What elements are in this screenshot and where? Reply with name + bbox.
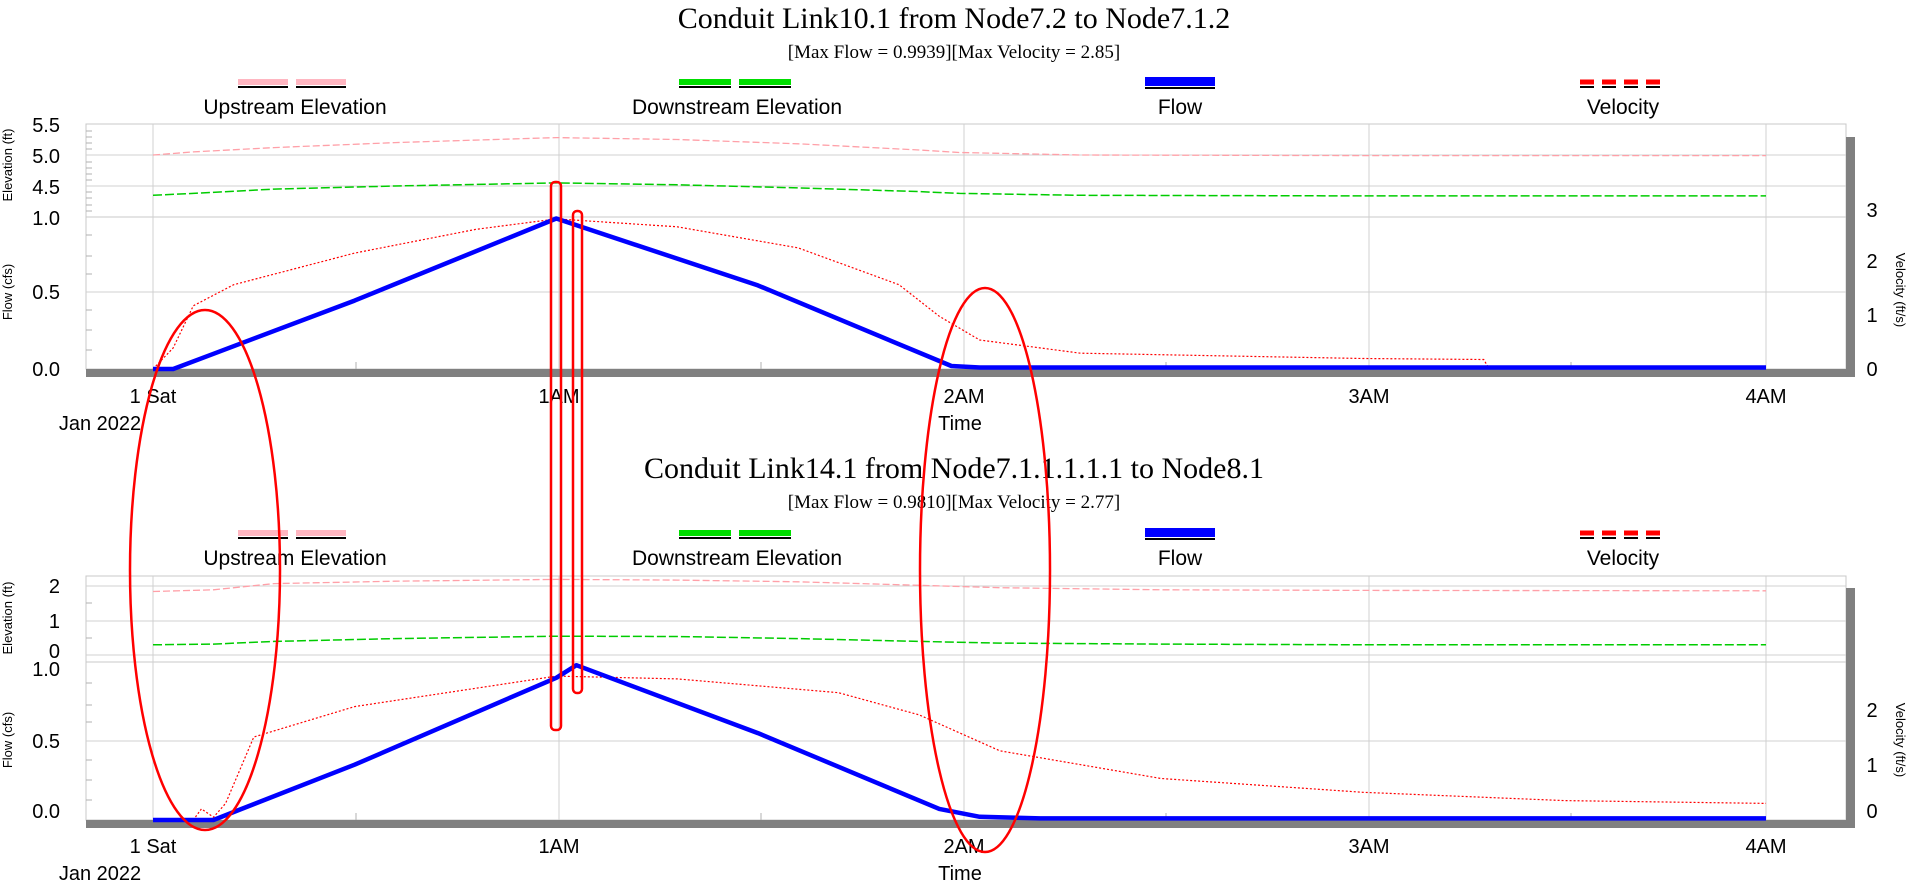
x-tick-label: 1 Sat: [130, 386, 177, 408]
x-axis-title: Time: [938, 413, 982, 435]
legend-label-upstream-elevation: Upstream Elevation: [203, 96, 386, 119]
flow-tick-label: 1.0: [32, 208, 60, 230]
chart-1-flow-axis-title: Flow (cfs): [0, 264, 15, 320]
chart-1: Conduit Link10.1 from Node7.2 to Node7.1…: [0, 2, 1908, 435]
chart-1-elevation-axis-title: Elevation (ft): [0, 129, 15, 202]
legend-label-upstream-elevation: Upstream Elevation: [203, 547, 386, 570]
series-upstream-elevation: [152, 578, 1767, 593]
chart-1-minor-ticks: [86, 130, 1572, 369]
velocity-tick-label: 1: [1866, 755, 1877, 777]
annotation-ellipse-recession: [918, 286, 1052, 854]
velocity-tick-label: 0: [1866, 359, 1877, 381]
elevation-tick-label: 1: [49, 611, 60, 633]
elevation-tick-label: 0: [49, 641, 60, 663]
annotations: [128, 180, 1052, 854]
series-flow: [153, 662, 1766, 823]
chart-2-velocity-axis-bar: [1846, 588, 1855, 828]
chart-2-flow-axis-title: Flow (cfs): [0, 712, 15, 768]
chart-1-elevation-panel: [85, 123, 1847, 218]
chart-1-subtitle: [Max Flow = 0.9939][Max Velocity = 2.85]: [788, 42, 1120, 63]
series-velocity: [152, 218, 1766, 370]
annotation-ellipse-start: [128, 308, 282, 832]
chart-2-title: Conduit Link14.1 from Node7.1.1.1.1.1 to…: [644, 452, 1264, 485]
x-tick-label: 3AM: [1348, 836, 1389, 858]
velocity-tick-label: 2: [1866, 251, 1877, 273]
flow-tick-label: 0.0: [32, 359, 60, 381]
velocity-tick-label: 0: [1866, 801, 1877, 823]
legend-label-downstream-elevation: Downstream Elevation: [632, 547, 842, 570]
flow-tick-label: 0.5: [32, 282, 60, 304]
x-tick-label: 1 Sat: [130, 836, 177, 858]
chart-2-elevation-axis-title: Elevation (ft): [0, 582, 15, 655]
x-tick-label: 2AM: [943, 386, 984, 408]
chart-2-minor-ticks: [86, 602, 1572, 820]
legend-label-flow: Flow: [1158, 547, 1203, 570]
annotation-box-peak-2: [571, 209, 584, 695]
chart-1-velocity-axis-title: Velocity (ft/s): [1893, 253, 1908, 327]
elevation-tick-label: 5.0: [32, 146, 60, 168]
series-downstream-elevation: [152, 182, 1766, 197]
chart-1-flow-panel: [85, 216, 1847, 370]
legend-label-downstream-elevation: Downstream Elevation: [632, 96, 842, 119]
x-tick-label: 4AM: [1745, 386, 1786, 408]
chart-2-gridlines: [86, 576, 1846, 820]
chart-2: Conduit Link14.1 from Node7.1.1.1.1.1 to…: [0, 452, 1908, 885]
x-axis-title: Time: [938, 863, 982, 885]
elevation-tick-label: 2: [49, 576, 60, 598]
legend-label-velocity: Velocity: [1587, 96, 1660, 119]
x-tick-label: 3AM: [1348, 386, 1389, 408]
chart-2-subtitle: [Max Flow = 0.9810][Max Velocity = 2.77]: [788, 492, 1120, 513]
series-velocity: [153, 675, 1767, 821]
series-flow: [153, 216, 1766, 372]
series-upstream-elevation: [152, 136, 1766, 157]
velocity-tick-label: 2: [1866, 700, 1877, 722]
x-date-label: Jan 2022: [59, 413, 141, 435]
elevation-tick-label: 4.5: [32, 177, 60, 199]
flow-tick-label: 0.5: [32, 731, 60, 753]
flow-tick-label: 0.0: [32, 801, 60, 823]
chart-1-title: Conduit Link10.1 from Node7.2 to Node7.1…: [678, 2, 1230, 35]
chart-2-elevation-panel: [85, 575, 1847, 663]
x-tick-label: 2AM: [943, 836, 984, 858]
x-tick-label: 1AM: [538, 836, 579, 858]
velocity-tick-label: 3: [1866, 200, 1877, 222]
x-date-label: Jan 2022: [59, 863, 141, 885]
legend-swatch-flow: [1145, 77, 1215, 86]
x-tick-label: 1AM: [538, 386, 579, 408]
legend-label-velocity: Velocity: [1587, 547, 1660, 570]
chart-2-velocity-axis-title: Velocity (ft/s): [1893, 703, 1908, 777]
annotation-box-peak-1: [549, 180, 563, 732]
chart-1-x-axis-bar: [86, 369, 1846, 377]
flow-tick-label: 1.0: [32, 659, 60, 681]
elevation-tick-label: 5.5: [32, 115, 60, 137]
chart-2-legend: Upstream Elevation Downstream Elevation …: [203, 528, 1668, 570]
legend-swatch-flow: [1145, 528, 1215, 537]
legend-label-flow: Flow: [1158, 96, 1203, 119]
x-tick-label: 4AM: [1745, 836, 1786, 858]
chart-1-legend: Upstream Elevation Downstream Elevation …: [203, 77, 1668, 119]
chart-2-x-axis-bar: [86, 820, 1846, 828]
velocity-tick-label: 1: [1866, 305, 1877, 327]
series-downstream-elevation: [152, 635, 1766, 646]
chart-1-velocity-axis-bar: [1846, 137, 1855, 377]
